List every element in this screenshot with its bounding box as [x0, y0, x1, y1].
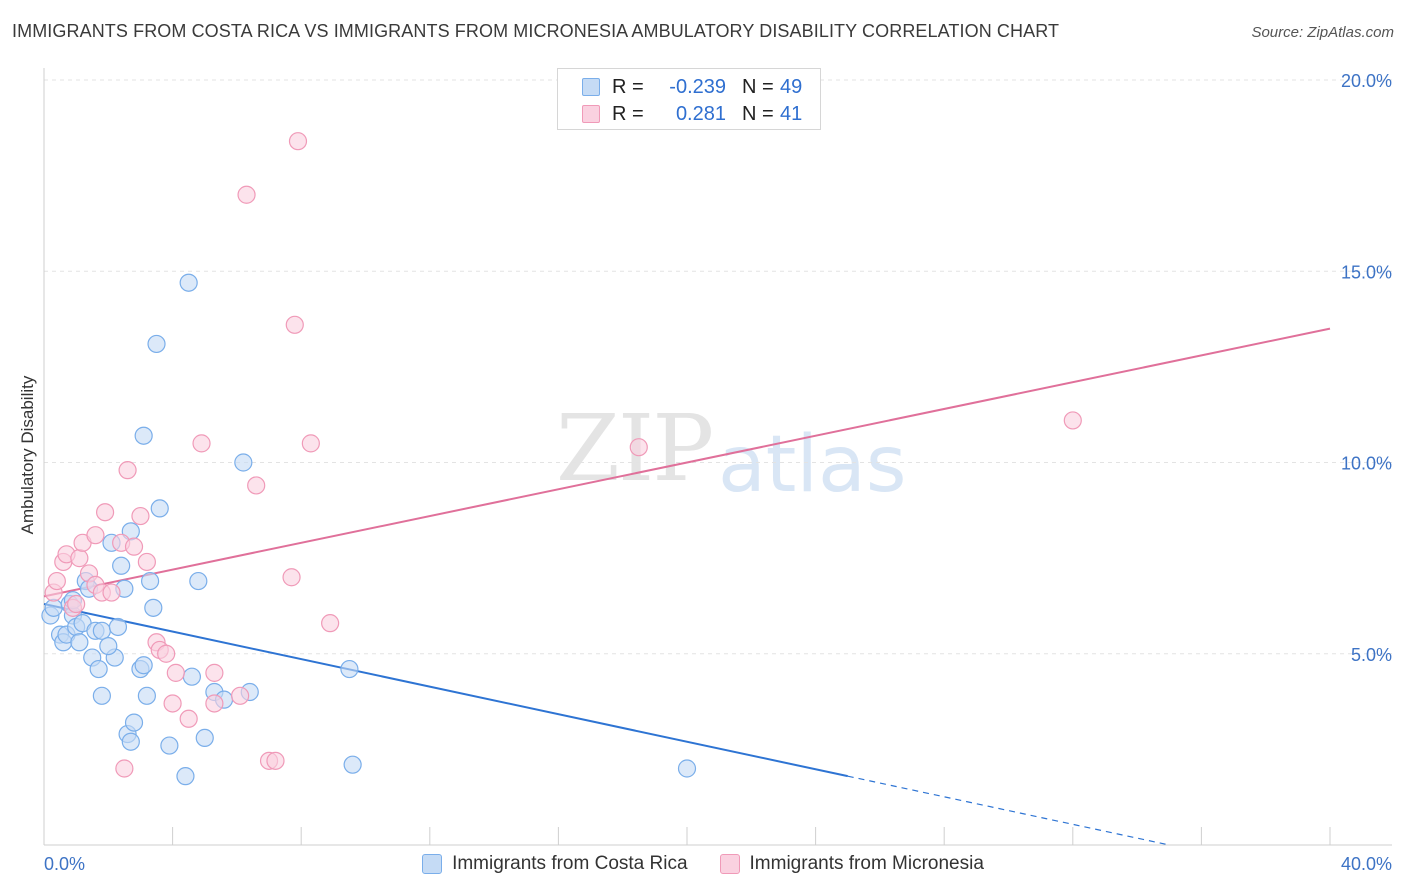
trend-line-costa-rica-extension: [847, 775, 1170, 846]
point-micronesia: [95, 503, 115, 522]
legend-swatch-micronesia: [582, 105, 600, 123]
axes: [43, 68, 1392, 846]
point-costa-rica: [99, 636, 118, 656]
point-micronesia: [321, 614, 340, 633]
y-tick-label: 5.0%: [1351, 645, 1392, 665]
point-costa-rica: [137, 686, 156, 705]
point-micronesia: [179, 709, 198, 728]
legend-item-micronesia[interactable]: Immigrants from Micronesia: [719, 853, 984, 875]
point-micronesia: [102, 583, 121, 602]
point-micronesia: [47, 571, 66, 591]
correlation-legend: R = -0.239 N = 49 R = 0.281 N = 41: [557, 68, 821, 130]
point-micronesia: [282, 568, 301, 587]
legend-label-micronesia: Immigrants from Micronesia: [749, 853, 984, 874]
point-costa-rica: [89, 659, 108, 679]
legend-r-value: -0.239: [669, 75, 726, 98]
legend-r-label: R =: [612, 75, 644, 98]
legend-r-label: R =: [612, 102, 644, 125]
point-costa-rica: [150, 499, 169, 518]
point-costa-rica: [179, 273, 198, 292]
point-costa-rica: [340, 659, 359, 679]
legend-label-costa-rica: Immigrants from Costa Rica: [452, 853, 688, 874]
legend-row-costa-rica: R = -0.239 N = 49: [582, 75, 802, 99]
point-micronesia: [237, 185, 256, 204]
point-costa-rica: [144, 598, 163, 617]
point-micronesia: [67, 594, 86, 614]
point-micronesia: [231, 686, 250, 705]
legend-swatch-micronesia: [719, 854, 740, 874]
point-costa-rica: [147, 334, 166, 354]
source-credit: Source: ZipAtlas.com: [1251, 24, 1394, 41]
point-costa-rica: [70, 633, 89, 652]
y-tick-label: 20.0%: [1341, 71, 1392, 91]
point-costa-rica: [160, 736, 179, 755]
x-tick-label-min: 0.0%: [44, 854, 85, 874]
point-micronesia: [205, 694, 224, 713]
y-tick-label: 10.0%: [1341, 454, 1392, 474]
point-costa-rica: [176, 767, 195, 786]
point-costa-rica: [121, 732, 140, 751]
point-micronesia: [137, 552, 156, 572]
point-costa-rica: [134, 656, 153, 675]
point-micronesia: [166, 663, 185, 682]
point-costa-rica: [108, 617, 128, 637]
point-micronesia: [266, 751, 285, 770]
y-tick-label: 15.0%: [1341, 262, 1392, 282]
point-costa-rica: [234, 453, 253, 472]
point-costa-rica: [134, 426, 153, 445]
tick-labels: 5.0% 10.0% 15.0% 20.0% 0.0% 40.0%: [44, 71, 1392, 874]
point-micronesia: [86, 526, 105, 545]
trend-lines: [43, 327, 1331, 846]
point-costa-rica: [677, 759, 697, 778]
point-costa-rica: [195, 728, 214, 748]
point-micronesia: [629, 438, 648, 457]
point-micronesia: [70, 549, 89, 568]
point-micronesia: [1063, 411, 1082, 430]
point-micronesia: [285, 315, 304, 334]
legend-item-costa-rica[interactable]: Immigrants from Costa Rica: [422, 853, 688, 875]
point-costa-rica: [189, 571, 208, 591]
point-costa-rica: [182, 667, 201, 686]
trend-line-micronesia: [43, 327, 1331, 598]
point-costa-rica: [92, 686, 111, 705]
x-tick-label-max: 40.0%: [1341, 854, 1392, 874]
legend-r-value: 0.281: [675, 102, 726, 125]
legend-swatch-costa-rica: [422, 854, 443, 874]
legend-row-micronesia: R = 0.281 N = 41: [582, 102, 802, 126]
point-costa-rica: [112, 556, 131, 575]
point-micronesia: [301, 434, 320, 453]
point-micronesia: [157, 644, 176, 663]
point-micronesia: [115, 759, 134, 778]
trend-line-costa-rica: [43, 603, 848, 778]
y-axis-label: Ambulatory Disability: [18, 375, 37, 535]
point-costa-rica: [44, 598, 63, 617]
legend-n-label: N =: [742, 102, 774, 125]
watermark-atlas: atlas: [718, 420, 907, 510]
point-costa-rica: [92, 621, 111, 640]
point-micronesia: [288, 132, 308, 151]
point-micronesia: [205, 663, 224, 682]
legend-swatch-costa-rica: [582, 78, 600, 96]
grid-lines: [44, 79, 1392, 655]
chart-title: IMMIGRANTS FROM COSTA RICA VS IMMIGRANTS…: [12, 21, 1060, 41]
legend-n-value: 41: [780, 102, 803, 125]
point-micronesia: [247, 476, 266, 495]
point-micronesia: [118, 461, 137, 480]
legend-n-label: N =: [742, 75, 774, 98]
point-micronesia: [131, 506, 150, 526]
point-micronesia: [163, 694, 182, 713]
point-costa-rica: [140, 571, 160, 591]
point-micronesia: [192, 434, 211, 453]
point-micronesia: [124, 537, 144, 556]
point-costa-rica: [124, 713, 144, 732]
data-points: [41, 132, 1082, 786]
legend-n-value: 49: [780, 75, 803, 98]
point-costa-rica: [343, 755, 362, 774]
series-legend: Immigrants from Costa Rica Immigrants fr…: [0, 852, 1406, 876]
